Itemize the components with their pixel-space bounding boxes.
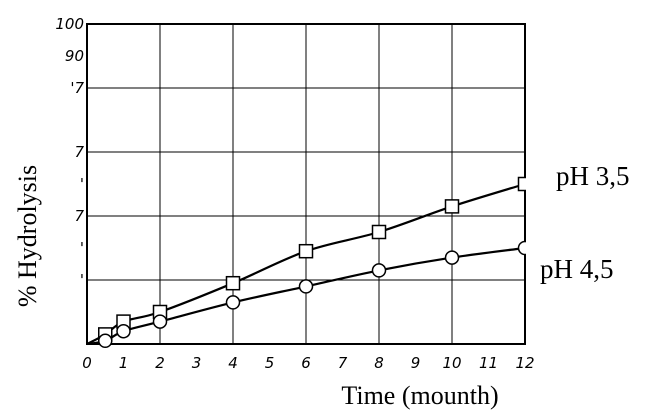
circle-marker (225, 295, 241, 310)
y-tick-label: 100 (55, 15, 84, 33)
series-group (86, 176, 533, 349)
y-tick-label: ' (80, 175, 84, 193)
x-tick-label: 2 (155, 354, 165, 372)
series-label: pH 3,5 (556, 161, 630, 191)
circle-marker (371, 263, 387, 278)
series-labels: pH 3,5 pH 4,5 (540, 161, 630, 284)
y-tick-label: ' (80, 239, 84, 257)
circle-marker (298, 279, 314, 294)
square-marker (444, 199, 460, 214)
circle-marker (152, 314, 168, 329)
circle-marker (98, 333, 113, 349)
square-marker (371, 224, 387, 240)
circle-marker (116, 323, 131, 339)
label-background (526, 150, 654, 310)
y-tick-label: 7 (74, 207, 84, 225)
series-label: pH 4,5 (540, 254, 614, 284)
x-tick-label: 9 (411, 354, 421, 372)
y-axis-title: % Hydrolysis (13, 165, 42, 307)
x-tick-label: 11 (479, 354, 498, 372)
grid-lines (87, 24, 525, 344)
x-tick-label: 4 (228, 354, 238, 372)
x-tick-label: 3 (192, 354, 202, 372)
x-axis-title: Time (mounth) (341, 381, 498, 410)
x-tick-label: 6 (301, 354, 311, 372)
square-marker (225, 275, 241, 291)
x-tick-label: 5 (265, 354, 275, 372)
square-marker (298, 243, 314, 259)
y-tick-label: 7 (74, 143, 84, 161)
x-tick-labels: 0 1 2 3 4 5 6 7 8 9 10 11 12 (82, 354, 534, 372)
x-tick-label: 0 (82, 354, 92, 372)
y-tick-label: ' (80, 271, 84, 289)
x-tick-label: 12 (515, 354, 534, 372)
x-tick-label: 7 (338, 354, 348, 372)
y-tick-label: '7 (70, 79, 84, 97)
y-tick-label: 90 (65, 47, 84, 65)
circle-marker (444, 250, 460, 265)
x-tick-label: 1 (119, 354, 129, 372)
x-tick-label: 8 (374, 354, 384, 372)
x-tick-label: 10 (442, 354, 461, 372)
